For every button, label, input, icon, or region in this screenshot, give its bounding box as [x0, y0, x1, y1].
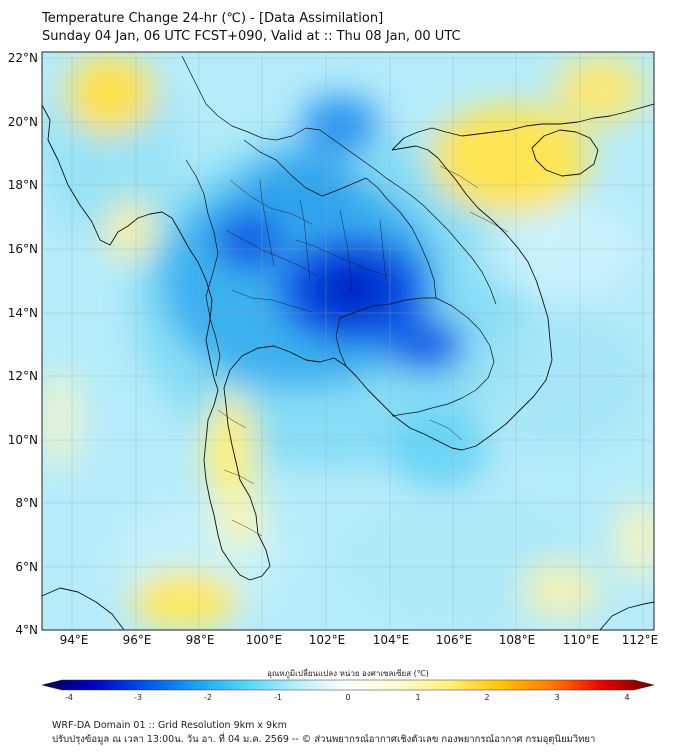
lat-tick: 16°N [8, 242, 38, 256]
lat-tick: 8°N [15, 496, 38, 510]
graticule [42, 52, 654, 630]
lat-tick: 12°N [8, 369, 38, 383]
colorbar-tick: -2 [204, 693, 212, 702]
lon-tick: 104°E [373, 633, 410, 647]
lon-tick: 106°E [436, 633, 473, 647]
colorbar-title: อุณหภูมิเปลี่ยนแปลง หน่วย องศาเซลเซียส (… [267, 667, 429, 679]
lon-tick: 100°E [246, 633, 283, 647]
lon-tick: 108°E [499, 633, 536, 647]
colorbar-tick: 4 [624, 693, 629, 702]
lon-tick: 102°E [309, 633, 346, 647]
country-borders [181, 55, 509, 537]
lat-tick: 14°N [8, 306, 38, 320]
colorbar-tick: 0 [345, 693, 350, 702]
lat-tick: 4°N [15, 623, 38, 637]
chart-title: Temperature Change 24-hr (℃) - [Data Ass… [42, 10, 461, 46]
map-frame [41, 51, 655, 631]
colorbar-tick: 2 [484, 693, 489, 702]
title-line-2: Sunday 04 Jan, 06 UTC FCST+090, Valid at… [42, 29, 461, 44]
lat-tick: 22°N [8, 51, 38, 65]
lat-tick: 20°N [8, 115, 38, 129]
lon-tick: 110°E [563, 633, 600, 647]
colorbar-ramp [41, 679, 655, 691]
lon-axis: 94°E 96°E 98°E 100°E 102°E 104°E 106°E 1… [60, 633, 659, 647]
colorbar-tick: -4 [65, 693, 73, 702]
lon-tick: 98°E [186, 633, 215, 647]
colorbar-tick: -3 [134, 693, 142, 702]
colorbar: อุณหภูมิเปลี่ยนแปลง หน่วย องศาเซลเซียส (… [41, 667, 655, 702]
lon-tick: 112°E [622, 633, 659, 647]
lat-tick: 6°N [15, 560, 38, 574]
colorbar-tick: 3 [554, 693, 559, 702]
lon-tick: 94°E [60, 633, 89, 647]
colorbar-tick: -1 [274, 693, 282, 702]
colorbar-tick: 1 [415, 693, 420, 702]
lat-axis: 22°N 20°N 18°N 16°N 14°N 12°N 10°N 8°N 6… [8, 51, 38, 637]
lon-tick: 96°E [123, 633, 152, 647]
coastlines [42, 103, 654, 630]
footer: WRF-DA Domain 01 :: Grid Resolution 9km … [52, 719, 595, 747]
lat-tick: 18°N [8, 178, 38, 192]
title-line-1: Temperature Change 24-hr (℃) - [Data Ass… [42, 11, 384, 26]
footer-line-2: ปรับปรุงข้อมูล ณ เวลา 13:00น. วัน อา. ที… [52, 734, 596, 745]
footer-line-1: WRF-DA Domain 01 :: Grid Resolution 9km … [52, 720, 287, 731]
lat-tick: 10°N [8, 433, 38, 447]
